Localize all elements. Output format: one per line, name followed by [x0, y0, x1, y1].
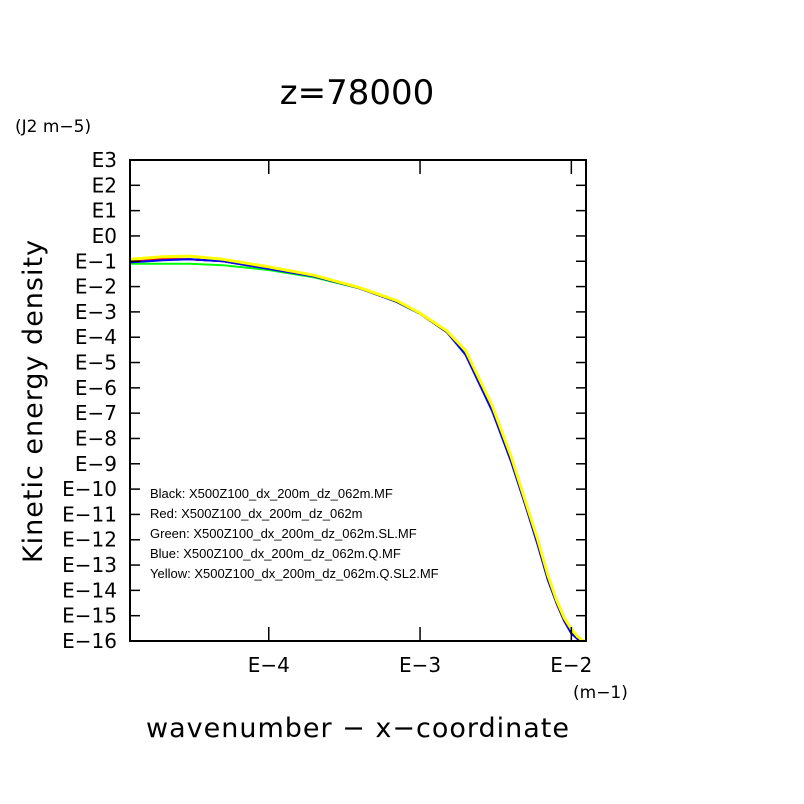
y-tick-label: E2	[92, 173, 117, 197]
y-tick-label: E−4	[75, 325, 117, 349]
y-tick-label: E0	[92, 224, 117, 248]
series-line-1	[129, 258, 585, 642]
y-axis-ticks: E3E2E1E0E−1E−2E−3E−4E−5E−6E−7E−8E−9E−10E…	[62, 148, 586, 653]
y-tick-label: E3	[92, 148, 117, 172]
legend-entry: Green: X500Z100_dx_200m_dz_062m.SL.MF	[150, 526, 417, 541]
x-tick-label: E−2	[550, 653, 592, 677]
y-tick-label: E−12	[62, 528, 117, 552]
y-tick-label: E−16	[62, 629, 117, 653]
series-line-2	[129, 258, 585, 642]
chart-title: z=78000	[280, 73, 435, 113]
y-tick-label: E−2	[75, 275, 117, 299]
series-line-3	[129, 262, 585, 642]
legend-entry: Blue: X500Z100_dx_200m_dz_062m.Q.MF	[150, 546, 401, 561]
plot-series	[128, 254, 585, 643]
series-line-4	[129, 258, 585, 642]
y-tick-label: E−8	[75, 426, 117, 450]
x-axis-ticks: E−4 E−3 E−2	[248, 160, 592, 677]
y-tick-label: E−11	[62, 502, 117, 526]
series-line-5	[128, 254, 585, 643]
x-axis-label: wavenumber − x−coordinate	[146, 713, 570, 744]
y-tick-label: E−14	[62, 578, 117, 602]
y-axis-unit: (J2 m−5)	[15, 117, 91, 137]
x-tick-label: E−3	[399, 653, 441, 677]
y-tick-label: E−6	[75, 376, 117, 400]
legend-entry: Black: X500Z100_dx_200m_dz_062m.MF	[150, 486, 393, 501]
legend-entry: Red: X500Z100_dx_200m_dz_062m	[150, 506, 362, 521]
y-tick-label: E−13	[62, 553, 117, 577]
x-tick-label: E−4	[248, 653, 290, 677]
legend: Black: X500Z100_dx_200m_dz_062m.MF Red: X…	[150, 486, 439, 581]
y-tick-label: E−10	[62, 477, 117, 501]
y-tick-label: E−9	[75, 452, 117, 476]
y-tick-label: E−5	[75, 351, 117, 375]
y-tick-label: E1	[92, 199, 117, 223]
y-tick-label: E−15	[62, 604, 117, 628]
y-axis-label: Kinetic energy density	[18, 239, 49, 563]
legend-entry: Yellow: X500Z100_dx_200m_dz_062m.Q.SL2.M…	[150, 566, 439, 581]
plot-frame	[129, 159, 587, 642]
y-tick-label: E−1	[75, 249, 117, 273]
x-axis-unit: (m−1)	[573, 683, 628, 703]
y-tick-label: E−7	[75, 401, 117, 425]
y-tick-label: E−3	[75, 300, 117, 324]
